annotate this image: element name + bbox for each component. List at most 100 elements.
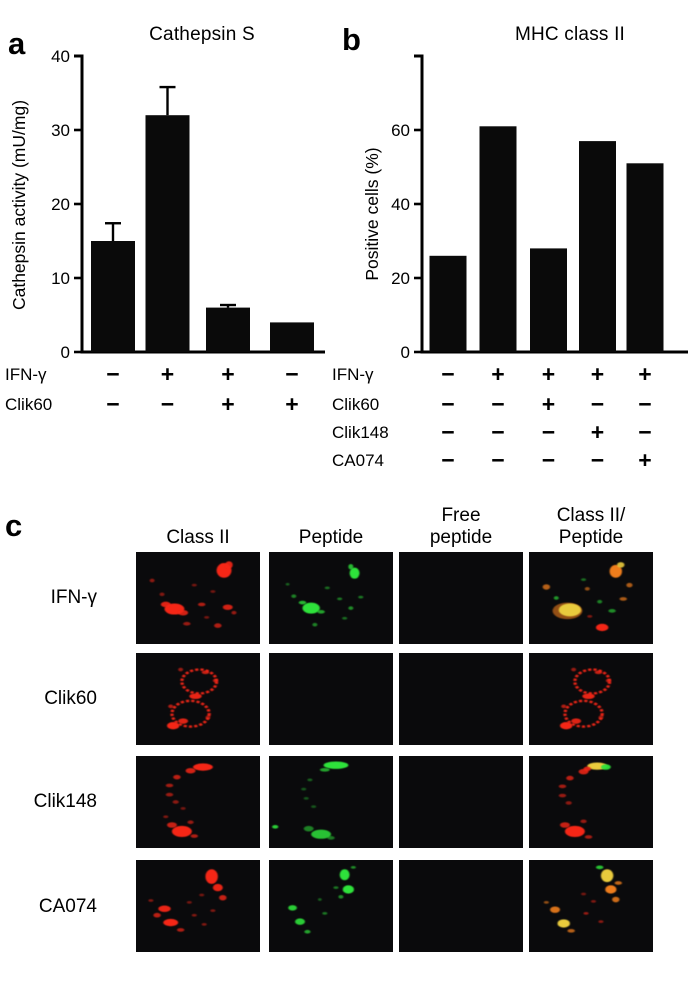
condition-sign: + [221,361,234,387]
fluorescent-blob [608,609,616,613]
fluorescent-blob [333,886,339,889]
fluorescent-blob [587,615,593,618]
condition-sign: − [441,361,454,387]
micrograph-image [163,763,213,838]
micrograph-ifn-gamma-free-peptide [399,552,523,644]
y-tick-label: 20 [51,195,70,214]
fluorescent-blob [319,767,330,772]
fluorescent-blob [550,906,560,913]
condition-sign: − [161,391,174,417]
y-tick-label: 40 [391,195,410,214]
fluorescent-blob [581,578,587,581]
fluorescent-blob [317,898,322,901]
panel-b-bar-5 [626,163,664,352]
fluorescent-blob [190,834,198,838]
fluorescent-blob [214,623,222,628]
fluorescent-blob [167,722,180,730]
micrograph-ca074-class-ii [136,860,260,952]
fluorescent-blob [566,775,574,781]
fluorescent-blob [542,584,551,590]
y-tick-label: 0 [61,343,70,362]
panel-a-bar-3 [206,307,250,352]
fluorescent-blob [176,928,185,932]
panel-b-bar-1 [429,255,467,352]
fluorescent-blob [205,869,218,884]
panel-b-bar-3 [530,248,567,352]
micrograph-ifn-gamma-peptide [269,552,393,644]
fluorescent-blob [173,774,181,780]
fluorescent-blob [191,583,197,587]
condition-sign: + [591,419,604,445]
fluorescent-blob [311,805,317,808]
fluorescent-blob [584,586,590,591]
column-header-class-ii-peptide: Class II/ Peptide [556,505,626,548]
condition-sign: − [106,391,119,417]
fluorescent-blob [212,883,223,892]
fluorescent-blob [168,704,174,709]
fluorescent-blob [171,825,192,837]
micrograph-image [399,860,523,952]
fluorescent-blob [612,896,620,903]
condition-sign: − [591,391,604,417]
fluorescent-blob [342,885,354,894]
fluorescent-cell-ring [573,668,612,695]
condition-sign: − [542,419,555,445]
fluorescent-blob [582,693,595,699]
fluorescent-blob [210,590,216,593]
panel-b-condition-label-1: Clik60 [332,395,379,414]
fluorescent-blob [201,670,210,675]
micrograph-ca074-free-peptide [399,860,523,952]
y-tick-label: 40 [51,47,70,66]
micrograph-image [148,869,227,932]
micrograph-image [560,667,612,730]
fluorescent-blob [219,894,227,901]
fluorescent-blob [561,704,567,709]
fluorescent-blob [189,693,202,699]
condition-sign: + [221,391,234,417]
fluorescent-cell-ring [170,699,211,728]
fluorescent-blob [225,561,233,569]
condition-sign: − [491,391,504,417]
fluorescent-blob [295,918,305,925]
fluorescent-blob [149,578,155,583]
fluorescent-blob [307,778,313,782]
condition-sign: + [161,361,174,387]
condition-sign: + [542,391,555,417]
fluorescent-cell-ring [563,699,604,728]
fluorescent-blob [158,905,171,912]
fluorescent-blob [591,900,596,903]
column-header-class-ii: Class II [166,526,230,548]
fluorescent-blob [348,606,354,610]
fluorescent-blob [205,715,211,720]
fluorescent-blob [560,722,573,730]
micrograph-image [269,653,393,745]
panel-a-title: Cathepsin S [149,24,255,45]
fluorescent-blob [583,911,589,915]
micrograph-image [285,563,364,627]
fluorescent-blob [298,600,307,605]
panel-b-condition-label-3: CA074 [332,451,384,470]
fluorescent-blob [165,783,174,788]
fluorescent-blob [560,822,570,828]
micrograph-image [288,865,356,934]
fluorescent-blob [185,767,196,774]
micrograph-image [543,865,622,933]
fluorescent-blob [212,678,218,683]
condition-sign: − [491,419,504,445]
fluorescent-blob [557,919,570,928]
micrograph-image [399,552,523,644]
fluorescent-blob [339,869,350,881]
fluorescent-blob [159,592,165,597]
micrograph-image [399,756,523,848]
micrograph-ifn-gamma-class-ii [136,552,260,644]
fluorescent-blob [178,667,184,672]
fluorescent-blob [571,718,582,724]
fluorescent-blob [178,718,189,724]
y-tick-label: 60 [391,121,410,140]
fluorescent-blob [323,761,349,769]
micrograph-clik148-peptide [269,756,393,848]
fluorescent-blob [324,586,330,590]
fluorescent-blob [303,796,309,800]
